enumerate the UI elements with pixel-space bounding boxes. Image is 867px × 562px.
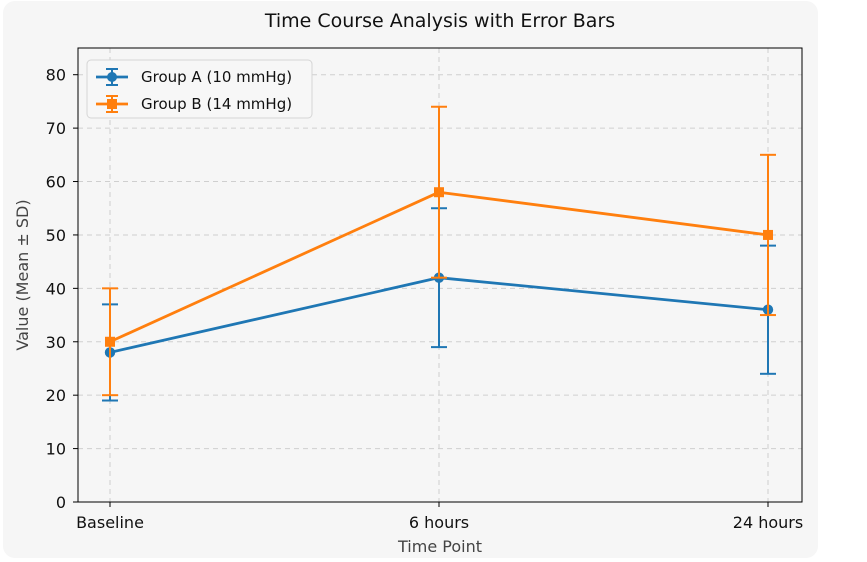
data-point-1-0 [105, 336, 115, 347]
y-axis-label: Value (Mean ± SD) [13, 199, 32, 350]
legend-box [86, 59, 313, 119]
legend-label-1: Group B (14 mmHg) [141, 95, 292, 113]
data-point-1-1 [434, 187, 444, 198]
legend-label-0: Group A (10 mmHg) [141, 68, 292, 86]
y-tick-label-0: 0 [56, 493, 66, 512]
y-tick-label-50: 50 [46, 226, 66, 245]
y-tick-label-80: 80 [46, 66, 66, 85]
data-point-1-2 [763, 229, 773, 240]
x-tick-label-1: 6 hours [409, 513, 469, 532]
x-axis-label: Time Point [397, 537, 482, 556]
plot-area: 0 10 20 30 40 50 60 70 80 Baseline 6 hours 24 hours… [46, 47, 803, 532]
y-tick-label-30: 30 [46, 333, 66, 352]
plot-frame [77, 47, 803, 503]
y-tick-label-40: 40 [46, 279, 66, 298]
x-tick-label-2: 24 hours [733, 513, 803, 532]
y-tick-label-60: 60 [46, 173, 66, 192]
y-tick-label-70: 70 [46, 119, 66, 138]
x-tick-label-0: Baseline [76, 513, 144, 532]
legend-marker-1 [107, 99, 117, 109]
legend-marker-0 [107, 72, 117, 82]
y-tick-label-20: 20 [46, 386, 66, 405]
chart-title: Time Course Analysis with Error Bars [264, 10, 615, 32]
y-tick-label-10: 10 [46, 440, 66, 459]
